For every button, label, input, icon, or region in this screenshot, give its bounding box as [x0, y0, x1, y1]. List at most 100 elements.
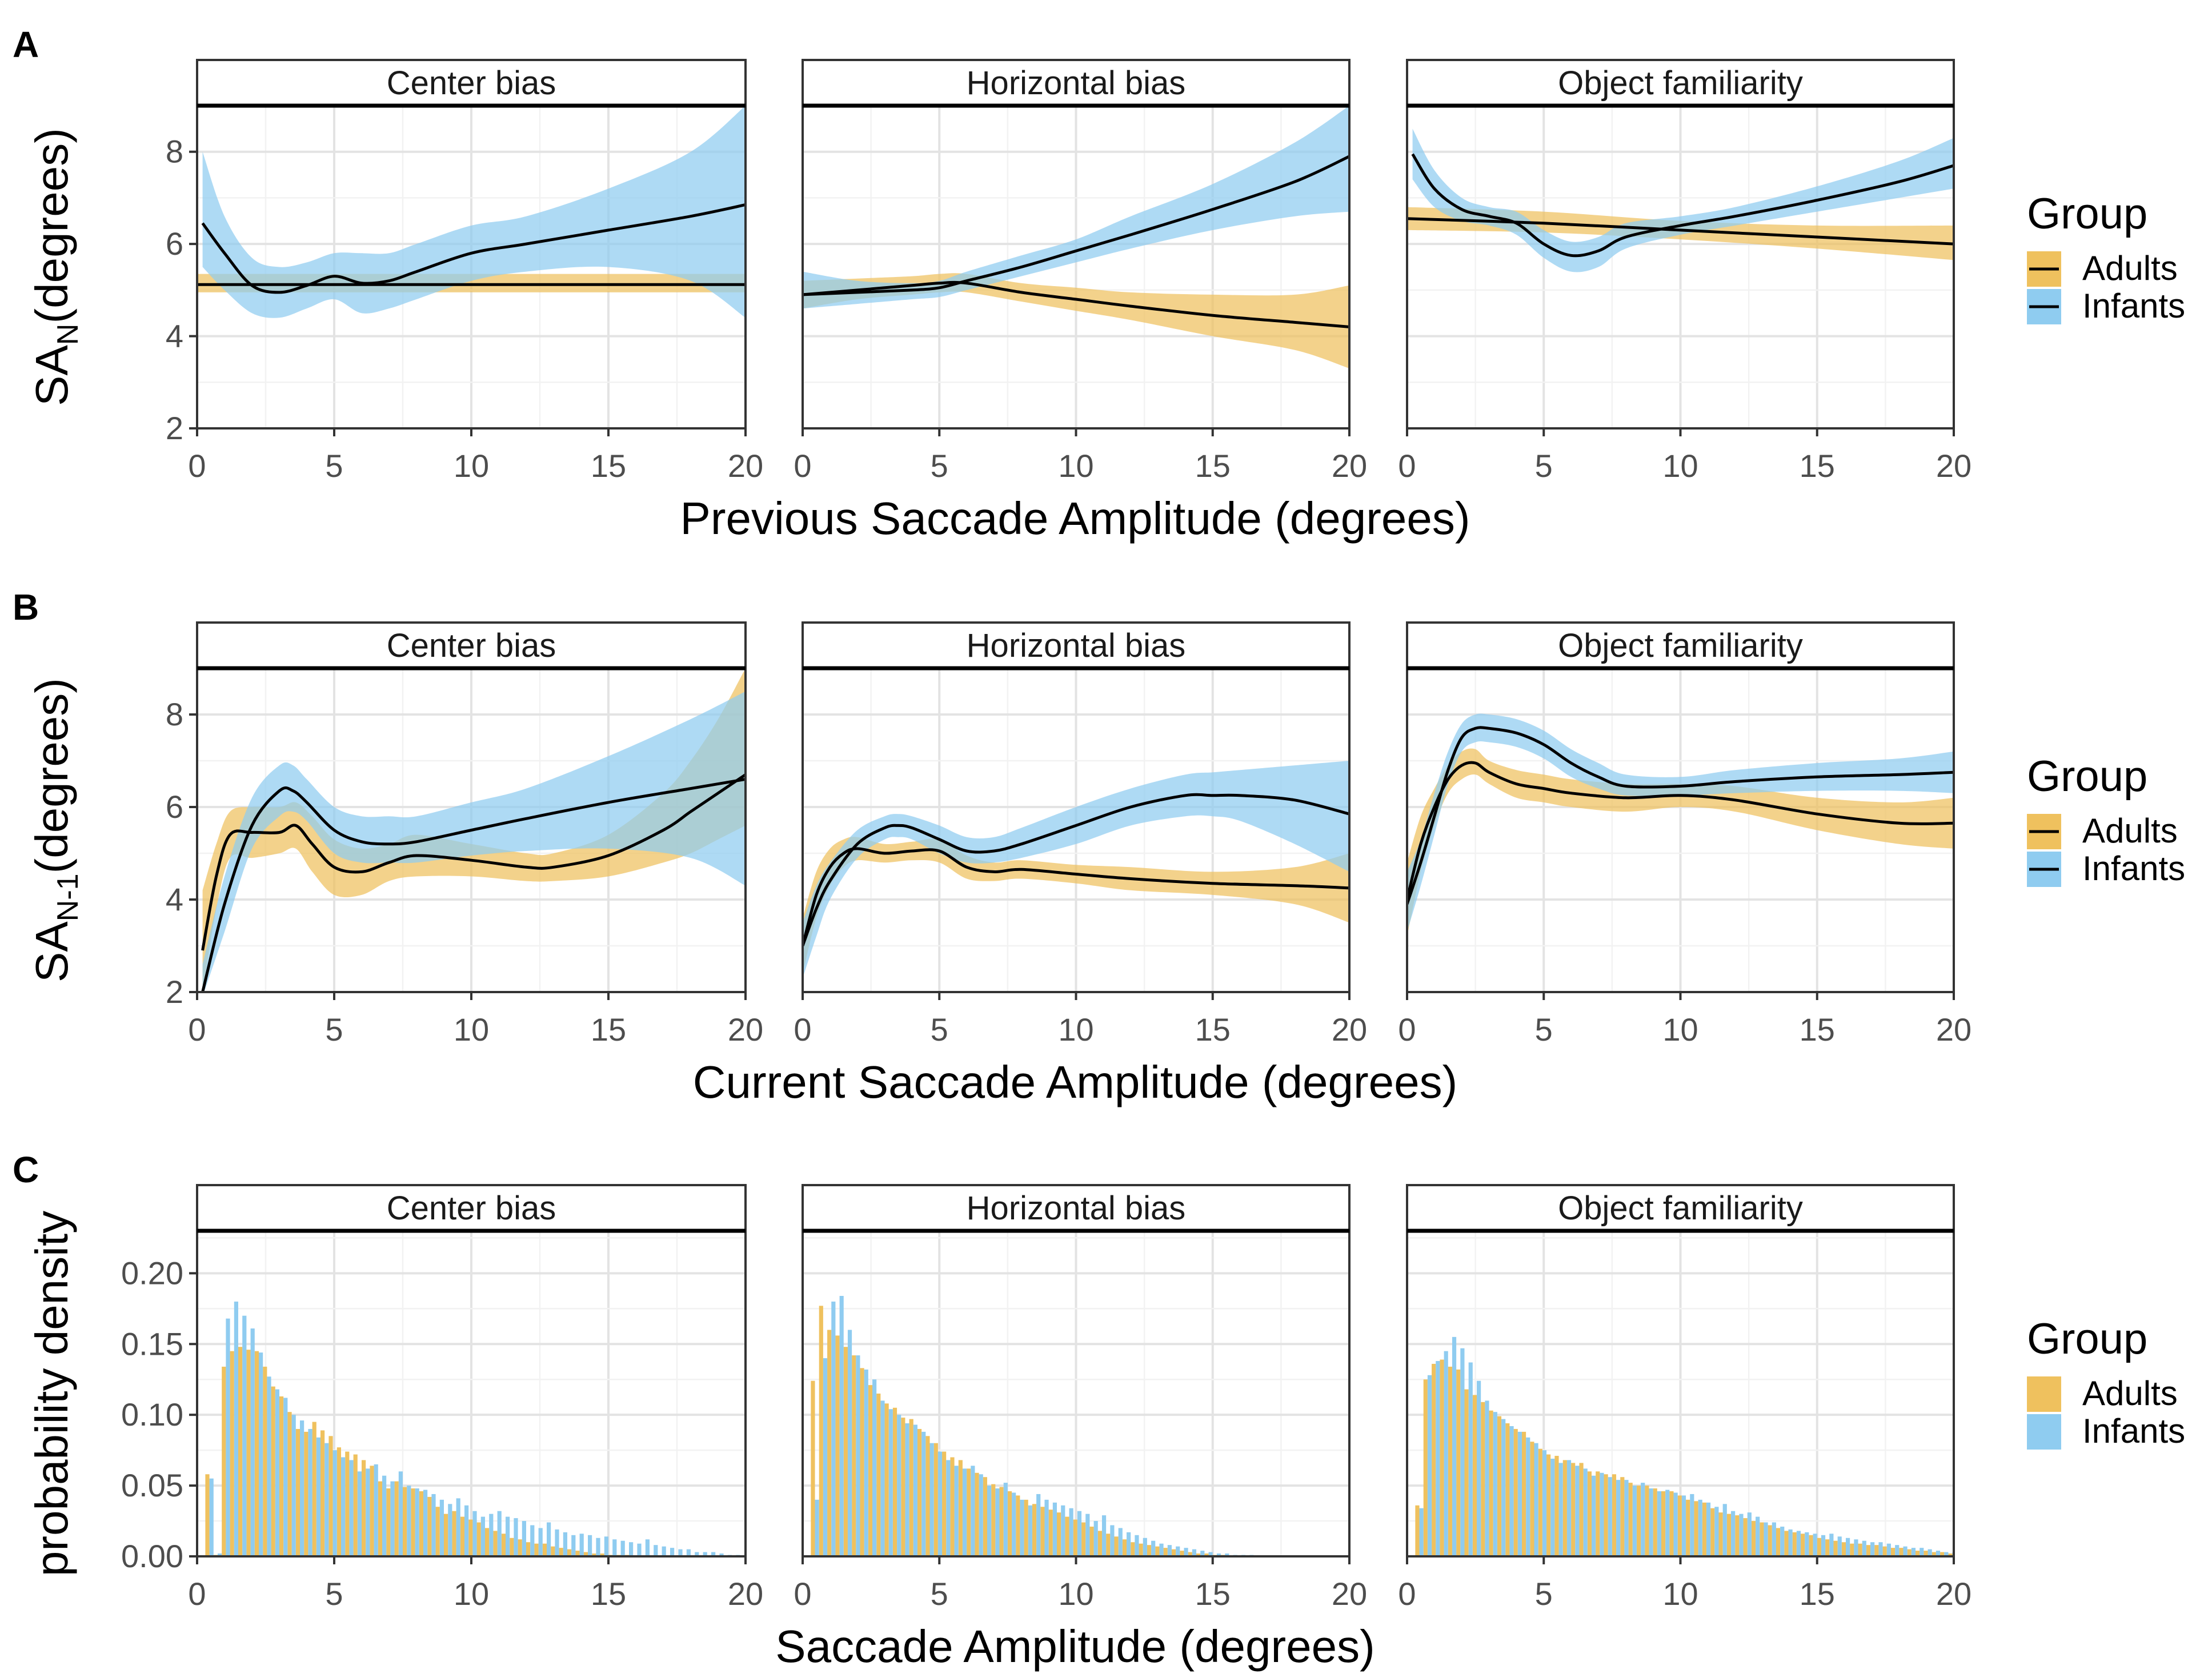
- bar-adults: [1587, 1471, 1592, 1556]
- bar-infants: [1225, 1553, 1229, 1556]
- bar-adults: [575, 1551, 580, 1556]
- legend-label-adults: Adults: [2082, 812, 2178, 850]
- bar-adults: [1007, 1491, 1012, 1556]
- y-tick-label: 0.05: [121, 1467, 183, 1503]
- data-layer: [811, 1296, 1254, 1556]
- y-tick-label: 8: [166, 134, 183, 170]
- bar-infants: [1517, 1431, 1522, 1556]
- x-tick-label: 20: [1936, 1011, 1971, 1047]
- bar-adults: [1792, 1532, 1797, 1556]
- row-label-B: B: [13, 587, 39, 628]
- bar-adults: [1628, 1483, 1633, 1556]
- bar-adults: [901, 1418, 905, 1556]
- x-tick-label: 0: [188, 1011, 206, 1047]
- bar-adults: [370, 1466, 374, 1556]
- bar-infants: [1796, 1531, 1801, 1556]
- bar-adults: [452, 1511, 456, 1556]
- bar-infants: [823, 1358, 828, 1556]
- bar-infants: [366, 1468, 370, 1556]
- bar-adults: [1562, 1460, 1567, 1556]
- legend-label-infants: Infants: [2082, 849, 2185, 888]
- y-tick-label: 4: [166, 881, 183, 917]
- bar-adults: [1718, 1512, 1723, 1556]
- bar-adults: [991, 1484, 996, 1556]
- bar-adults: [1513, 1428, 1518, 1556]
- bar-infants: [547, 1522, 551, 1556]
- bar-infants: [987, 1486, 992, 1556]
- bar-adults: [1456, 1369, 1461, 1556]
- bar-adults: [279, 1396, 284, 1556]
- bar-infants: [1468, 1362, 1473, 1556]
- legend-label-infants: Infants: [2082, 1412, 2185, 1450]
- bar-infants: [815, 1499, 819, 1556]
- ribbon-infants: [202, 691, 746, 992]
- bar-adults: [567, 1549, 572, 1556]
- bar-infants: [612, 1539, 617, 1556]
- bar-adults: [444, 1514, 448, 1556]
- bar-infants: [374, 1464, 378, 1556]
- bar-adults: [1579, 1463, 1584, 1556]
- x-tick-label: 20: [1332, 448, 1367, 484]
- bar-infants: [1911, 1548, 1916, 1556]
- bar-infants: [831, 1301, 836, 1556]
- bar-infants: [954, 1466, 959, 1556]
- bar-infants: [1878, 1542, 1883, 1556]
- bar-adults: [1131, 1542, 1135, 1556]
- x-tick-label: 20: [728, 1011, 763, 1047]
- y-tick-label: 2: [166, 974, 183, 1010]
- bar-adults: [485, 1528, 490, 1556]
- x-tick-label: 0: [188, 1576, 206, 1612]
- bar-infants: [1118, 1528, 1123, 1556]
- bar-infants: [1419, 1508, 1424, 1556]
- bar-adults: [304, 1431, 308, 1556]
- line-infants: [803, 155, 1349, 296]
- bar-infants: [1127, 1532, 1131, 1556]
- bar-adults: [1940, 1552, 1945, 1556]
- bar-adults: [1040, 1507, 1045, 1556]
- bar-infants: [1436, 1361, 1440, 1556]
- bar-adults: [1825, 1539, 1830, 1556]
- bar-infants: [497, 1511, 502, 1556]
- bar-infants: [555, 1529, 559, 1556]
- ribbon-infants: [1407, 713, 1954, 932]
- bar-adults: [320, 1430, 325, 1556]
- bar-infants: [1167, 1545, 1172, 1556]
- bar-infants: [1452, 1336, 1457, 1556]
- bar-adults: [1694, 1501, 1698, 1556]
- bar-adults: [1423, 1379, 1428, 1556]
- bar-infants: [946, 1460, 951, 1556]
- bar-infants: [629, 1542, 634, 1556]
- bar-infants: [226, 1318, 230, 1556]
- bar-infants: [1444, 1351, 1448, 1556]
- bar-infants: [275, 1389, 279, 1556]
- bar-infants: [995, 1488, 1000, 1556]
- bar-infants: [324, 1443, 329, 1556]
- bar-infants: [1077, 1511, 1082, 1556]
- bar-infants: [1747, 1512, 1752, 1556]
- y-axis-title-tail: (degrees): [26, 678, 77, 873]
- y-axis-title: probability density: [26, 1211, 77, 1576]
- bar-adults: [1841, 1542, 1846, 1556]
- bar-infants: [654, 1545, 658, 1556]
- row-label-C: C: [13, 1149, 39, 1190]
- bar-infants: [1870, 1542, 1875, 1556]
- bar-adults: [551, 1546, 555, 1556]
- bar-adults: [1196, 1553, 1201, 1556]
- bar-infants: [538, 1528, 543, 1556]
- data-layer: [197, 106, 746, 318]
- bar-infants: [1821, 1535, 1826, 1556]
- bar-adults: [583, 1552, 588, 1556]
- legend-title: Group: [2027, 1315, 2147, 1363]
- bar-infants: [283, 1398, 288, 1556]
- bar-adults: [295, 1428, 300, 1556]
- bar-adults: [1571, 1463, 1576, 1556]
- line-infants: [201, 203, 746, 294]
- y-tick-label: 6: [166, 789, 183, 825]
- bar-adults: [1114, 1536, 1119, 1556]
- ribbon-infants: [803, 761, 1349, 978]
- bar-infants: [1003, 1483, 1008, 1556]
- bar-adults: [1163, 1548, 1168, 1556]
- bar-infants: [670, 1548, 675, 1556]
- bar-adults: [1089, 1526, 1094, 1556]
- bar-infants: [234, 1301, 238, 1556]
